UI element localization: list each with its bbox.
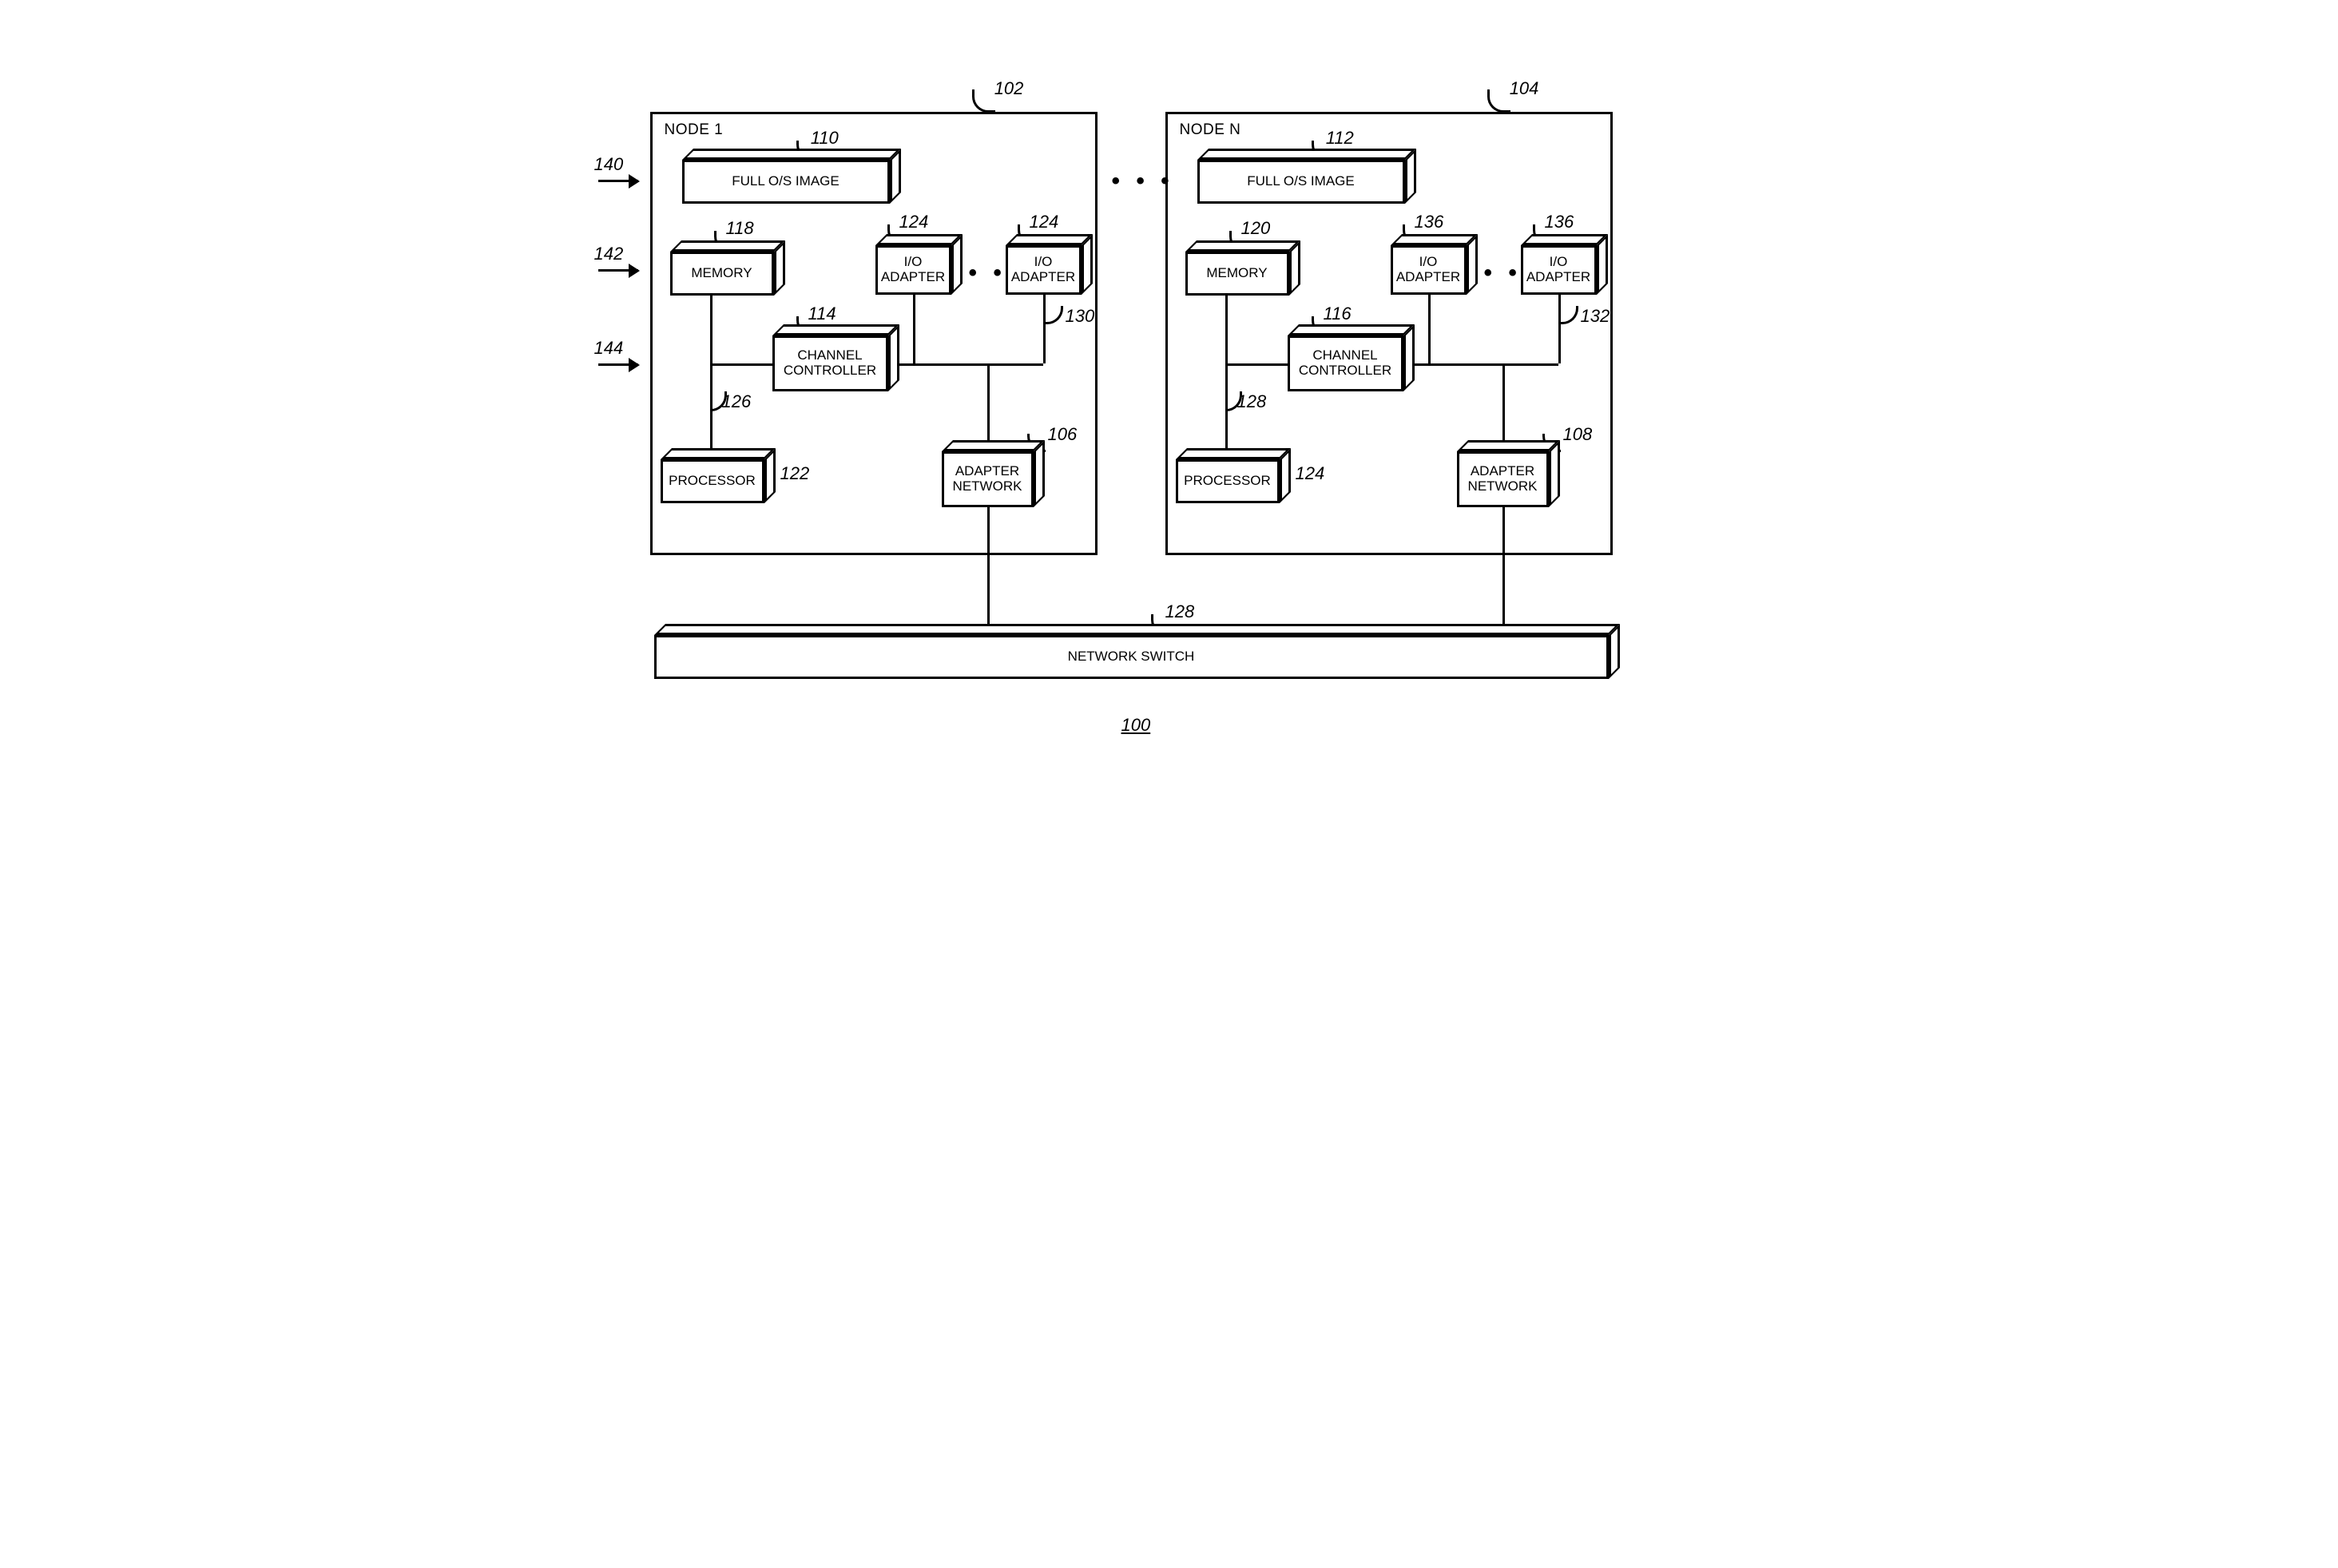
node1-memory-label: MEMORY	[670, 252, 774, 296]
nodeN-io-adapter-2-label: I/O ADAPTER	[1521, 245, 1597, 295]
nodeN-io-adapter-2: I/O ADAPTER	[1521, 245, 1597, 295]
arrow-142	[598, 269, 638, 272]
nodeN-title: NODE N	[1180, 121, 1241, 139]
node1-processor-label: PROCESSOR	[661, 459, 764, 503]
node1-adapter-network: ADAPTER NETWORK	[942, 451, 1034, 507]
node1-os-label: FULL O/S IMAGE	[682, 160, 890, 204]
nodeN-io-adapter-1: I/O ADAPTER	[1391, 245, 1467, 295]
node1-title: NODE 1	[665, 121, 724, 139]
nodeN-os-label: FULL O/S IMAGE	[1197, 160, 1405, 204]
nodeN-channel-controller: CHANNEL CONTROLLER	[1288, 335, 1403, 391]
node1-io-adapter-1: I/O ADAPTER	[875, 245, 951, 295]
ref-140: 140	[594, 154, 624, 175]
ref-130: 130	[1066, 306, 1095, 327]
nodeN-memory-label: MEMORY	[1185, 252, 1289, 296]
nodeN-memory: MEMORY	[1185, 252, 1289, 296]
ref-144: 144	[594, 338, 624, 359]
ref-106: 106	[1048, 424, 1078, 445]
nodeN-adapter-network-label: ADAPTER NETWORK	[1457, 451, 1549, 507]
ref-122: 122	[780, 463, 810, 484]
network-switch: NETWORK SWITCH	[654, 635, 1609, 679]
node1-channel-controller: CHANNEL CONTROLLER	[772, 335, 888, 391]
nodeN-os: FULL O/S IMAGE	[1197, 160, 1405, 204]
nodeN-processor-label: PROCESSOR	[1176, 459, 1280, 503]
ref-102: 102	[994, 78, 1024, 99]
ref-104: 104	[1510, 78, 1539, 99]
nodeN-channel-controller-label: CHANNEL CONTROLLER	[1288, 335, 1403, 391]
nodeN-io-adapter-1-label: I/O ADAPTER	[1391, 245, 1467, 295]
node1-io-adapter-2: I/O ADAPTER	[1006, 245, 1082, 295]
nodeN-processor: PROCESSOR	[1176, 459, 1280, 503]
node1-channel-controller-label: CHANNEL CONTROLLER	[772, 335, 888, 391]
ref-108: 108	[1563, 424, 1593, 445]
node1-os: FULL O/S IMAGE	[682, 160, 890, 204]
network-switch-label: NETWORK SWITCH	[654, 635, 1609, 679]
node1-adapter-network-label: ADAPTER NETWORK	[942, 451, 1034, 507]
node1-io-adapter-1-label: I/O ADAPTER	[875, 245, 951, 295]
node1-processor: PROCESSOR	[661, 459, 764, 503]
ellipsis-dots: • • •	[1112, 168, 1174, 195]
nodeN-adapter-network: ADAPTER NETWORK	[1457, 451, 1549, 507]
ref-142: 142	[594, 244, 624, 264]
node1-io-adapter-2-label: I/O ADAPTER	[1006, 245, 1082, 295]
ref-124: 124	[1296, 463, 1325, 484]
arrow-140	[598, 180, 638, 182]
arrow-144	[598, 363, 638, 366]
ref-132: 132	[1581, 306, 1610, 327]
figure-ref: 100	[1121, 715, 1151, 736]
node1-memory: MEMORY	[670, 252, 774, 296]
